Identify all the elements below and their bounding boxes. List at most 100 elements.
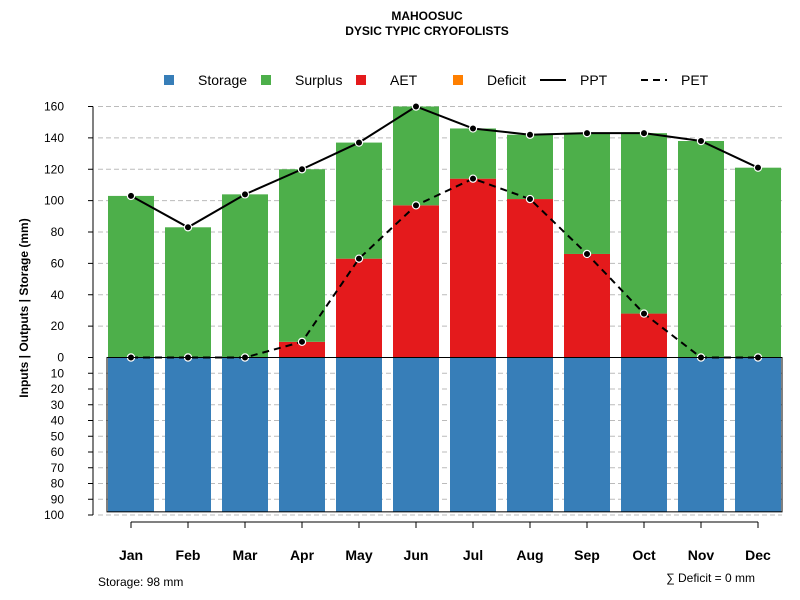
ppt-point (582, 128, 592, 138)
aet-bar (450, 178, 496, 358)
y-tick-label: 10 (51, 366, 65, 380)
x-tick-label: Dec (745, 547, 771, 563)
surplus-bar (621, 133, 667, 314)
surplus-bar (279, 169, 325, 342)
ppt-point (126, 191, 136, 201)
y-tick-label: 30 (51, 398, 65, 412)
legend-label-aet: AET (390, 72, 418, 88)
pet-point (297, 337, 307, 347)
y-tick-label: 140 (44, 131, 64, 145)
storage-bar (336, 357, 382, 512)
surplus-bar (735, 167, 781, 358)
surplus-bar (450, 128, 496, 179)
ppt-point (468, 124, 478, 133)
y-tick-label: 20 (51, 382, 65, 396)
storage-bar (222, 357, 268, 512)
pet-point (525, 194, 535, 204)
pet-point (582, 249, 592, 259)
legend-label-pet: PET (681, 72, 709, 88)
surplus-bar (678, 141, 724, 358)
legend-label-ppt: PPT (580, 72, 608, 88)
y-tick-label: 100 (44, 194, 64, 208)
pet-line (131, 177, 758, 359)
ppt-point (696, 136, 706, 146)
y-tick-label: 60 (51, 445, 65, 459)
legend-swatch-surplus (261, 75, 271, 85)
y-tick-label: 90 (51, 492, 65, 506)
surplus-bar (336, 142, 382, 259)
surplus-bar (165, 227, 211, 358)
legend-swatch-storage (164, 75, 174, 85)
x-tick-label: Feb (176, 547, 201, 563)
axes: 0204060801001201401601020304050607080901… (44, 100, 782, 563)
y-tick-label: 70 (51, 461, 65, 475)
storage-bar (279, 357, 325, 512)
y-tick-label: 80 (51, 477, 65, 491)
x-tick-label: Jan (119, 547, 143, 563)
ppt-point (753, 163, 763, 172)
y-tick-label: 0 (57, 351, 64, 365)
storage-bar (165, 357, 211, 512)
chart-title: MAHOOSUC (391, 9, 463, 23)
y-tick-label: 40 (51, 414, 65, 428)
aet-bar (507, 199, 553, 358)
x-tick-label: Oct (632, 547, 656, 563)
y-tick-label: 100 (44, 508, 64, 522)
pet-point (411, 201, 421, 210)
storage-bar (507, 357, 553, 512)
legend: Storage Surplus AET Deficit PPT PET (164, 72, 709, 88)
x-tick-label: Sep (574, 547, 600, 563)
y-tick-label: 20 (51, 319, 65, 333)
storage-bar (621, 357, 667, 512)
surplus-bar (108, 195, 154, 358)
storage-bar (108, 357, 154, 512)
storage-bar (678, 357, 724, 512)
y-axis-label: Inputs | Outputs | Storage (mm) (17, 218, 31, 397)
x-tick-label: Jun (404, 547, 429, 563)
aet-bar (621, 313, 667, 358)
chart-subtitle: DYSIC TYPIC CRYOFOLISTS (345, 24, 509, 38)
storage-bar (564, 357, 610, 512)
storage-bar (393, 357, 439, 512)
bars (106, 106, 783, 513)
deficit-note: ∑ Deficit = 0 mm (666, 571, 755, 585)
ppt-point (354, 138, 364, 147)
ppt-point (525, 130, 535, 139)
aet-bar (393, 205, 439, 358)
gridlines (98, 106, 782, 516)
y-tick-label: 50 (51, 429, 65, 443)
y-tick-label: 40 (51, 288, 65, 302)
legend-label-surplus: Surplus (295, 72, 342, 88)
x-tick-label: May (345, 547, 372, 563)
ppt-line (130, 105, 759, 229)
pet-point (468, 174, 478, 183)
surplus-bar (564, 133, 610, 254)
y-tick-label: 120 (44, 162, 64, 176)
legend-label-storage: Storage (198, 72, 247, 88)
ppt-point (297, 165, 307, 174)
ppt-point (639, 128, 649, 138)
ppt-point (183, 223, 193, 232)
surplus-bar (222, 194, 268, 358)
legend-swatch-aet (356, 75, 366, 85)
surplus-bar (507, 134, 553, 200)
pet-point (354, 254, 364, 263)
surplus-bar (393, 106, 439, 206)
storage-bar (450, 357, 496, 512)
y-tick-label: 80 (51, 225, 65, 239)
x-tick-label: Aug (516, 547, 543, 563)
pet-point (639, 309, 649, 318)
y-tick-label: 160 (44, 100, 64, 114)
x-tick-label: Mar (233, 547, 258, 563)
legend-label-deficit: Deficit (487, 72, 526, 88)
aet-bar (336, 258, 382, 358)
storage-bar (735, 357, 781, 512)
x-tick-label: Jul (463, 547, 483, 563)
x-tick-label: Apr (290, 547, 315, 563)
x-tick-label: Nov (688, 547, 715, 563)
ppt-point (240, 190, 250, 199)
ppt-point (411, 102, 421, 111)
legend-swatch-deficit (453, 75, 463, 85)
y-tick-label: 60 (51, 256, 65, 270)
